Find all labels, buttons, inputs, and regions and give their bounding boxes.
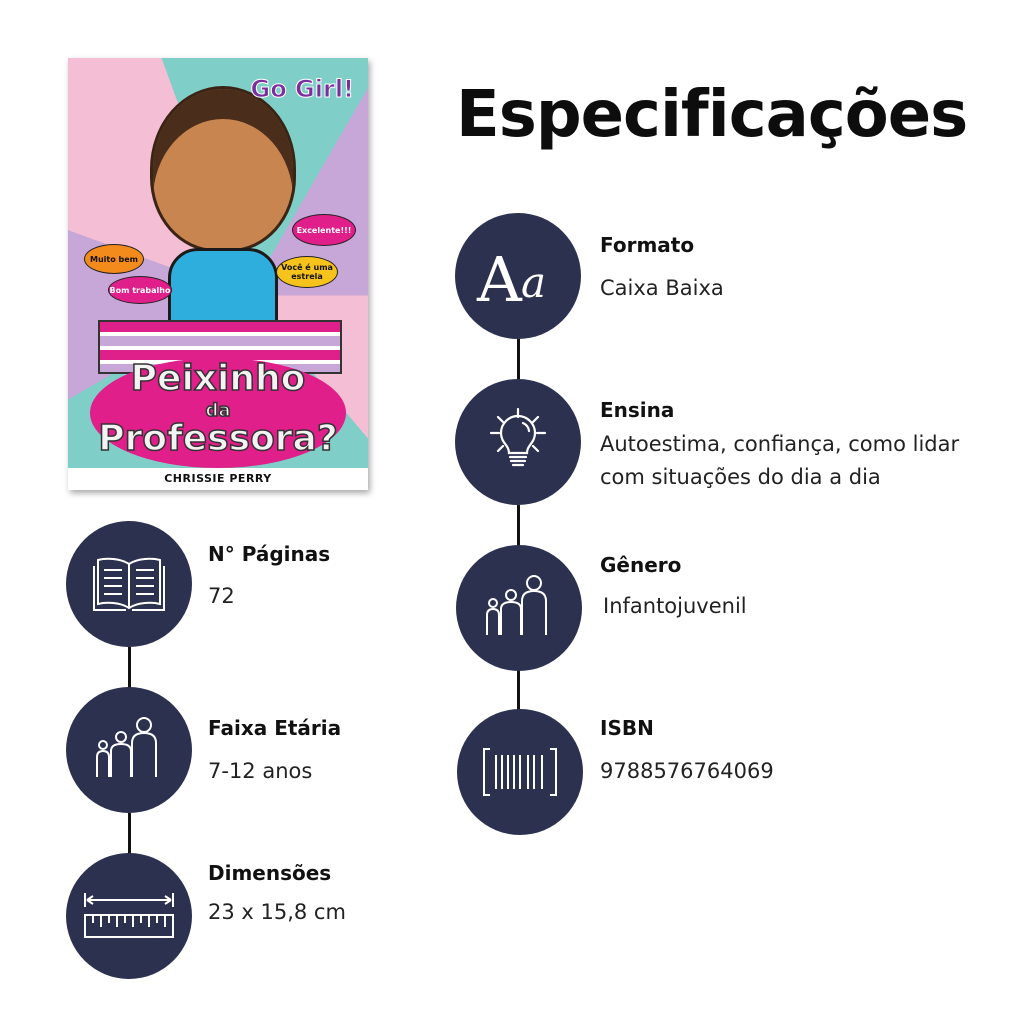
spec-value-genero: Infantojuvenil <box>603 594 747 618</box>
spec-label-paginas: N° Páginas <box>208 542 331 566</box>
connector-line <box>517 339 520 381</box>
lightbulb-icon <box>455 379 581 505</box>
spec-value-isbn: 9788576764069 <box>600 759 774 783</box>
spec-value-dimensoes: 23 x 15,8 cm <box>208 900 346 924</box>
spec-value-ensina: Autoestima, confiança, como lidar com si… <box>600 432 960 489</box>
cover-girl-illustration <box>150 86 296 252</box>
cover-author: CHRISSIE PERRY <box>68 468 368 490</box>
cover-title-line2: da <box>205 399 232 422</box>
family-icon <box>66 687 192 813</box>
page-title: Especificações <box>456 78 968 152</box>
connector-line <box>128 813 131 855</box>
family-icon <box>456 545 582 671</box>
spec-value-faixa-etaria: 7-12 anos <box>208 759 313 783</box>
book-cover: Go Girl! Muito bem Bom trabalho Excelent… <box>68 58 368 490</box>
spec-value-paginas: 72 <box>208 584 235 608</box>
cover-title-line3: Professora? <box>98 417 339 460</box>
barcode-icon <box>457 709 583 835</box>
sticker: Bom trabalho <box>108 276 172 304</box>
spec-label-formato: Formato <box>600 233 695 257</box>
spec-value-formato: Caixa Baixa <box>600 276 724 300</box>
open-book-icon <box>66 521 192 647</box>
svg-text:A: A <box>476 243 523 311</box>
spec-label-genero: Gênero <box>600 553 682 577</box>
cover-title-line1: Peixinho <box>130 357 306 400</box>
series-logo: Go Girl! <box>250 75 354 103</box>
sticker: Você é uma estrela <box>276 256 338 288</box>
connector-line <box>517 505 520 547</box>
spec-label-dimensoes: Dimensões <box>208 861 332 885</box>
spec-label-isbn: ISBN <box>600 716 654 740</box>
connector-line <box>517 670 520 712</box>
connector-line <box>128 647 131 689</box>
spec-label-faixa-etaria: Faixa Etária <box>208 716 342 740</box>
spec-label-ensina: Ensina <box>600 398 675 422</box>
svg-text:a: a <box>521 258 546 307</box>
ruler-icon <box>66 853 192 979</box>
sticker: Muito bem <box>84 244 144 274</box>
cover-title-oval <box>90 358 346 468</box>
sticker: Excelente!!! <box>292 214 356 246</box>
